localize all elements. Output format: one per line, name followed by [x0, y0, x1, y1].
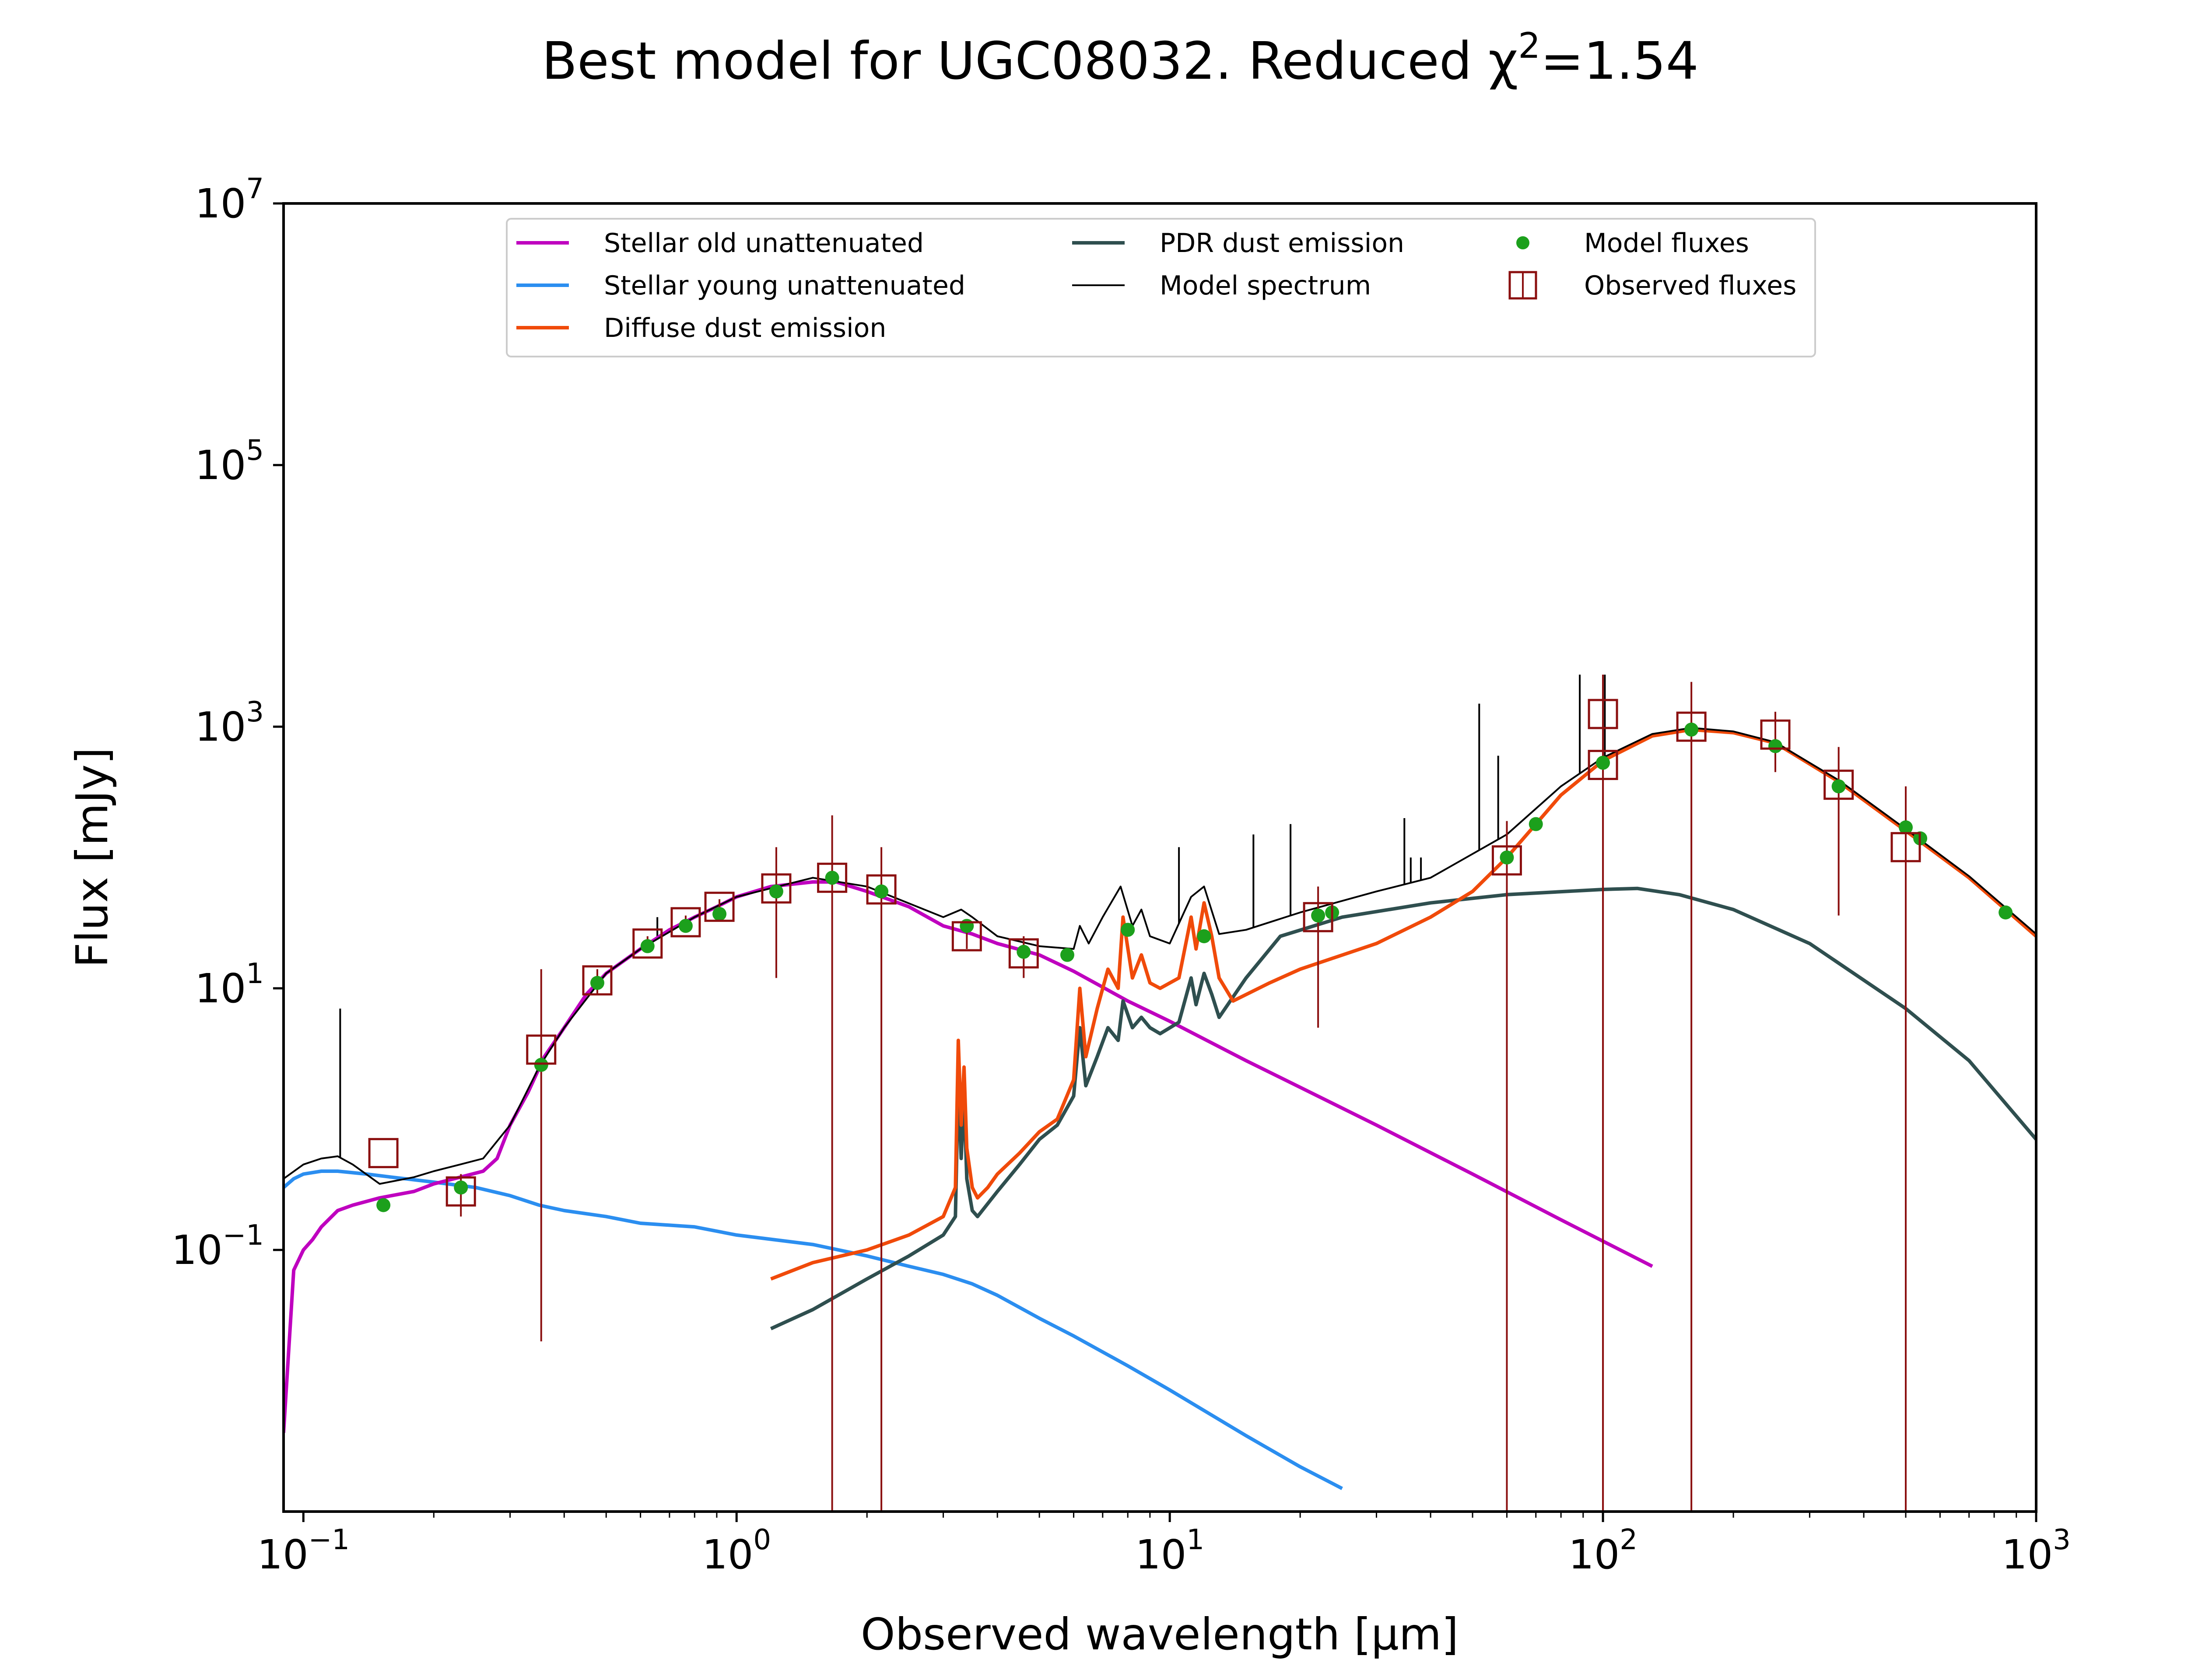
- legend-label: Diffuse dust emission: [604, 313, 886, 343]
- model-flux-point: [1684, 722, 1699, 737]
- model-flux-point: [1529, 817, 1543, 831]
- y-tick-label-1: 101: [195, 958, 264, 1012]
- model-flux-point: [534, 1057, 548, 1072]
- model-flux-point: [1899, 820, 1913, 835]
- legend-item-observed-fluxes: Observed fluxes: [1508, 270, 1796, 301]
- legend-box: [506, 218, 1816, 357]
- model-flux-point: [1831, 779, 1846, 794]
- series-pdr-dust-emission-line: [770, 886, 2036, 1330]
- model-flux-point: [1197, 929, 1211, 944]
- axes-frame: [282, 202, 2037, 1513]
- model-flux-point: [454, 1180, 468, 1195]
- legend-item-pdr-dust-emission: PDR dust emission: [1072, 228, 1404, 259]
- legend-swatch: [1516, 236, 1529, 249]
- y-tick-label-0: 10−1: [172, 1219, 264, 1274]
- legend-label: Stellar young unattenuated: [604, 270, 965, 301]
- x-tick-label-0: 10−1: [257, 1524, 350, 1578]
- observed-flux-marker: [1676, 711, 1707, 742]
- legend-item-stellar-young-unattenuated: Stellar young unattenuated: [516, 270, 965, 301]
- chart-title-sup: 2: [1518, 25, 1540, 66]
- model-flux-point: [1017, 945, 1031, 959]
- model-flux-point: [874, 884, 889, 899]
- legend-label: Model spectrum: [1160, 270, 1371, 301]
- observed-flux-marker: [1491, 845, 1522, 876]
- chart-title: Best model for UGC08032. Reduced χ2=1.54: [542, 25, 1699, 91]
- model-flux-point: [1999, 905, 2013, 920]
- observed-flux-marker: [1588, 699, 1618, 729]
- legend-item-stellar-old-unattenuated: Stellar old unattenuated: [516, 228, 924, 259]
- observed-flux-marker: [1760, 719, 1791, 750]
- chart-title-tail: =1.54: [1540, 31, 1699, 91]
- observed-flux-marker: [582, 965, 613, 996]
- observed-flux-marker: [704, 892, 735, 922]
- model-flux-point: [678, 919, 693, 933]
- observed-flux-marker: [526, 1034, 557, 1065]
- observed-flux-marker: [866, 874, 897, 905]
- model-flux-point: [769, 884, 783, 899]
- observed-flux-marker: [670, 907, 701, 938]
- series-stellar-young-unattenuated-line: [284, 1169, 1343, 1490]
- legend-swatch: [1508, 271, 1537, 300]
- y-axis-label: Flux [mJy]: [67, 747, 118, 968]
- chart-title-main: Best model for UGC08032. Reduced χ: [542, 31, 1518, 91]
- legend-item-model-spectrum: Model spectrum: [1072, 270, 1371, 301]
- x-tick-label-1: 100: [702, 1524, 771, 1578]
- x-tick-label-4: 103: [2002, 1524, 2071, 1578]
- tick-layer: 10−1 100 101 102 103 10−1 101 103 105 107: [172, 173, 2071, 1578]
- legend-item-model-fluxes: Model fluxes: [1516, 228, 1749, 259]
- observed-flux-marker: [1823, 770, 1854, 800]
- observed-flux-marker: [445, 1176, 476, 1207]
- model-flux-point: [1311, 908, 1325, 923]
- legend-label: PDR dust emission: [1160, 228, 1404, 259]
- observed-flux-marker: [632, 928, 663, 959]
- model-flux-point: [1500, 850, 1514, 864]
- observed-flux-marker: [368, 1138, 399, 1169]
- x-axis-label: Observed wavelength [μm]: [861, 1609, 1459, 1660]
- series-layer: [284, 675, 2036, 1512]
- model-flux-point: [1060, 948, 1074, 962]
- model-flux-point: [376, 1198, 391, 1212]
- legend-item-diffuse-dust-emission: Diffuse dust emission: [516, 313, 886, 343]
- model-flux-point: [590, 976, 604, 990]
- observed-flux-marker: [1008, 938, 1039, 969]
- plot-area: 10−1 100 101 102 103 10−1 101 103 105 107: [172, 173, 2071, 1578]
- model-flux-point: [1121, 923, 1135, 937]
- series-diffuse-dust-emission-line: [770, 728, 2036, 1281]
- model-flux-point: [640, 939, 655, 953]
- y-tick-label-4: 107: [195, 173, 264, 227]
- legend-label: Observed fluxes: [1584, 270, 1796, 301]
- legend-label: Model fluxes: [1584, 228, 1749, 259]
- legend: Stellar old unattenuated Stellar young un…: [506, 218, 1816, 357]
- model-flux-point: [712, 907, 727, 921]
- x-tick-label-3: 102: [1568, 1524, 1637, 1578]
- y-tick-label-2: 103: [195, 696, 264, 750]
- observed-flux-marker: [761, 873, 792, 904]
- model-flux-point: [1596, 756, 1610, 770]
- y-tick-label-3: 105: [195, 434, 264, 489]
- observed-flux-marker: [1588, 749, 1618, 780]
- legend-label: Stellar old unattenuated: [604, 228, 924, 259]
- model-flux-point: [825, 871, 839, 885]
- observed-flux-marker: [1890, 832, 1921, 862]
- model-flux-point: [960, 919, 974, 933]
- observed-flux-marker: [817, 862, 848, 893]
- x-tick-label-2: 101: [1135, 1524, 1204, 1578]
- observed-flux-marker: [951, 921, 982, 952]
- model-flux-point: [1768, 739, 1783, 753]
- observed-flux-marker: [1303, 902, 1333, 932]
